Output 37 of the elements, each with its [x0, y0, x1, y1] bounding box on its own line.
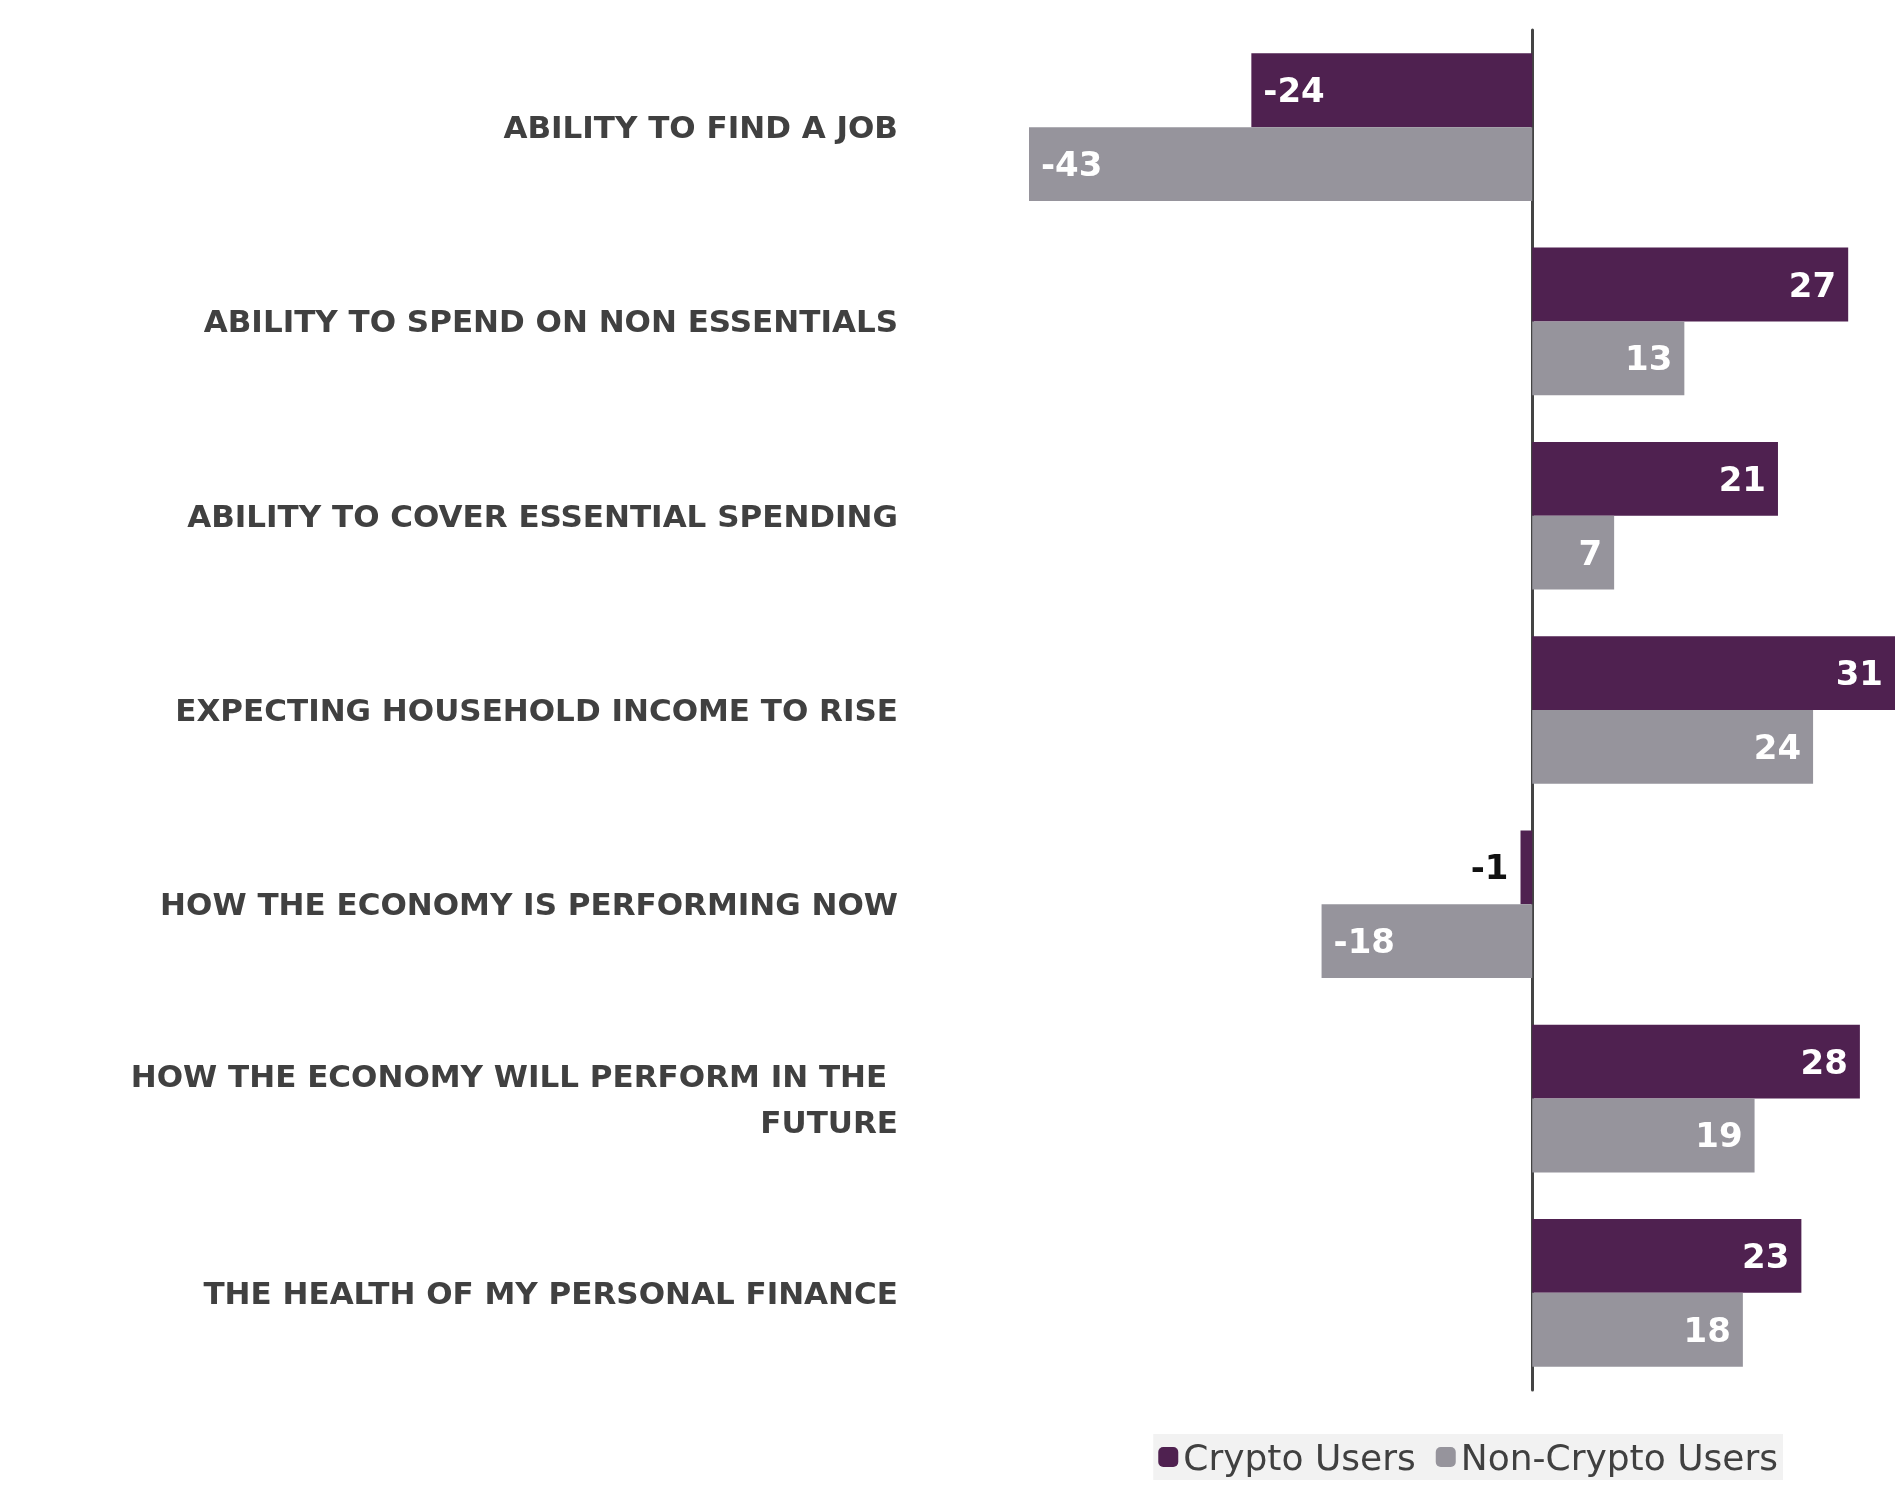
y-tick-label: HOW THE ECONOMY WILL PERFORM IN THE FUTURE — [130, 1057, 898, 1140]
bar — [1532, 1098, 1755, 1173]
data-label: 21 — [1718, 458, 1766, 499]
data-label: -1 — [1470, 847, 1509, 888]
bar — [1532, 1219, 1802, 1293]
data-label: 7 — [1578, 532, 1603, 573]
data-label: 19 — [1695, 1115, 1743, 1156]
legend-label: Non-Crypto Users — [1460, 1436, 1778, 1478]
data-label: 31 — [1835, 653, 1883, 694]
bar — [1532, 247, 1849, 322]
data-label: 27 — [1788, 264, 1837, 305]
y-tick-label: ABILITY TO SPEND ON NON ESSENTIALS — [203, 303, 898, 340]
data-label: -24 — [1263, 70, 1325, 111]
data-label: 18 — [1683, 1309, 1731, 1350]
y-tick-label: ABILITY TO FIND A JOB — [503, 109, 898, 146]
data-label: 13 — [1625, 338, 1673, 379]
data-label: 24 — [1753, 726, 1802, 767]
y-tick-label: THE HEALTH OF MY PERSONAL FINANCE — [203, 1274, 898, 1311]
bar — [1520, 830, 1533, 905]
bar — [1532, 1292, 1743, 1367]
bar — [1532, 1024, 1860, 1099]
data-label: -43 — [1041, 144, 1103, 185]
bar — [1532, 710, 1814, 784]
bar — [1029, 127, 1533, 201]
bar — [1251, 53, 1533, 128]
y-tick-label: EXPECTING HOUSEHOLD INCOME TO RISE — [175, 692, 898, 728]
y-tick-label: ABILITY TO COVER ESSENTIAL SPENDING — [187, 497, 898, 534]
legend-label: Crypto Users — [1183, 1436, 1416, 1478]
bar — [1532, 441, 1778, 516]
data-label: -18 — [1333, 921, 1396, 962]
y-tick-label: HOW THE ECONOMY IS PERFORMING NOW — [160, 886, 898, 923]
bar — [1532, 321, 1685, 396]
data-label: 28 — [1800, 1041, 1848, 1082]
data-label: 23 — [1742, 1235, 1790, 1276]
bar — [1532, 515, 1615, 590]
bar — [1321, 904, 1533, 979]
bar — [1532, 636, 1895, 710]
